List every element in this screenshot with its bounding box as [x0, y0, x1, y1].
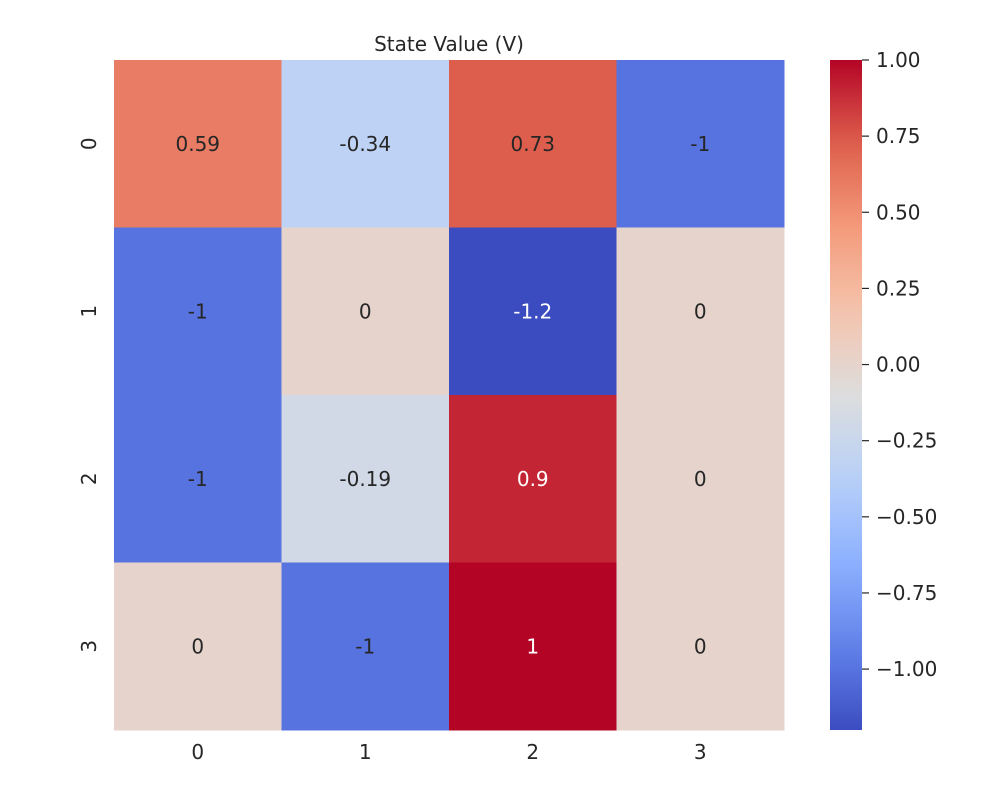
cell-value-label: -1 — [355, 634, 375, 658]
cell-value-label: 0 — [694, 634, 707, 658]
cell-value-label: -1 — [188, 299, 208, 323]
heatmap-cell-r3-c3 — [616, 562, 785, 731]
y-axis: 0 1 2 3 — [77, 137, 101, 652]
cell-value-label: 0 — [191, 634, 204, 658]
cell-value-label: -1 — [188, 467, 208, 491]
x-tick-label-0: 0 — [191, 740, 204, 764]
y-tick-label-2: 2 — [77, 472, 101, 485]
x-tick-label-1: 1 — [359, 740, 372, 764]
heatmap-cells — [114, 60, 785, 731]
cell-value-label: -0.34 — [339, 132, 391, 156]
y-tick-label-1: 1 — [77, 305, 101, 318]
heatmap-cell-r0-c2 — [449, 60, 617, 228]
colorbar-tick-label: 0.75 — [876, 124, 921, 148]
cell-value-label: -0.19 — [339, 467, 391, 491]
colorbar-tick-label: 1.00 — [876, 48, 921, 72]
cell-value-label: 0.59 — [175, 132, 220, 156]
heatmap-cell-r0-c0 — [114, 60, 282, 228]
colorbar-tick-label: 0.25 — [876, 276, 921, 300]
heatmap-cell-r2-c2 — [449, 395, 617, 563]
heatmap-cell-r0-c3 — [616, 60, 785, 228]
colorbar-tick-label: 0.50 — [876, 200, 921, 224]
cell-value-label: 0.73 — [510, 132, 555, 156]
x-tick-label-2: 2 — [526, 740, 539, 764]
x-axis: 0 1 2 3 — [191, 740, 706, 764]
colorbar-tick-label: −1.00 — [876, 657, 937, 681]
heatmap-cell-r0-c1 — [281, 60, 450, 228]
cell-value-label: 0.9 — [517, 467, 549, 491]
y-tick-label-0: 0 — [77, 137, 101, 150]
cell-value-label: 0 — [359, 299, 372, 323]
heatmap-cell-r3-c0 — [114, 562, 282, 731]
colorbar-tick-label: 0.00 — [876, 353, 921, 377]
colorbar-gradient-bar — [830, 60, 862, 730]
cell-value-label: 1 — [526, 634, 539, 658]
colorbar: 1.00 0.75 0.50 0.25 0.00 −0.25 −0.50 −0.75 −1.00 — [830, 48, 937, 730]
heatmap-annotations: 0.59 -0.34 0.73 -1 -1 0 -1.2 0 -1 -0.19 0.9 0 0 -1 1 0 — [175, 132, 710, 659]
heatmap-cell-r1-c0 — [114, 227, 282, 396]
heatmap-cell-r3-c2 — [449, 562, 617, 731]
colorbar-tick-label: −0.25 — [876, 429, 937, 453]
heatmap-cell-r1-c1 — [281, 227, 450, 396]
heatmap-cell-r1-c3 — [616, 227, 785, 396]
cell-value-label: -1.2 — [513, 299, 552, 323]
chart-title: State Value (V) — [374, 32, 524, 56]
heatmap-cell-r3-c1 — [281, 562, 450, 731]
cell-value-label: 0 — [694, 299, 707, 323]
heatmap-cell-r1-c2 — [449, 227, 617, 396]
x-tick-label-3: 3 — [694, 740, 707, 764]
y-tick-label-3: 3 — [77, 640, 101, 653]
colorbar-tick-label: −0.50 — [876, 505, 937, 529]
heatmap-cell-r2-c0 — [114, 395, 282, 563]
colorbar-tick-label: −0.75 — [876, 581, 937, 605]
cell-value-label: -1 — [690, 132, 710, 156]
heatmap-cell-r2-c1 — [281, 395, 450, 563]
heatmap-cell-r2-c3 — [616, 395, 785, 563]
cell-value-label: 0 — [694, 467, 707, 491]
